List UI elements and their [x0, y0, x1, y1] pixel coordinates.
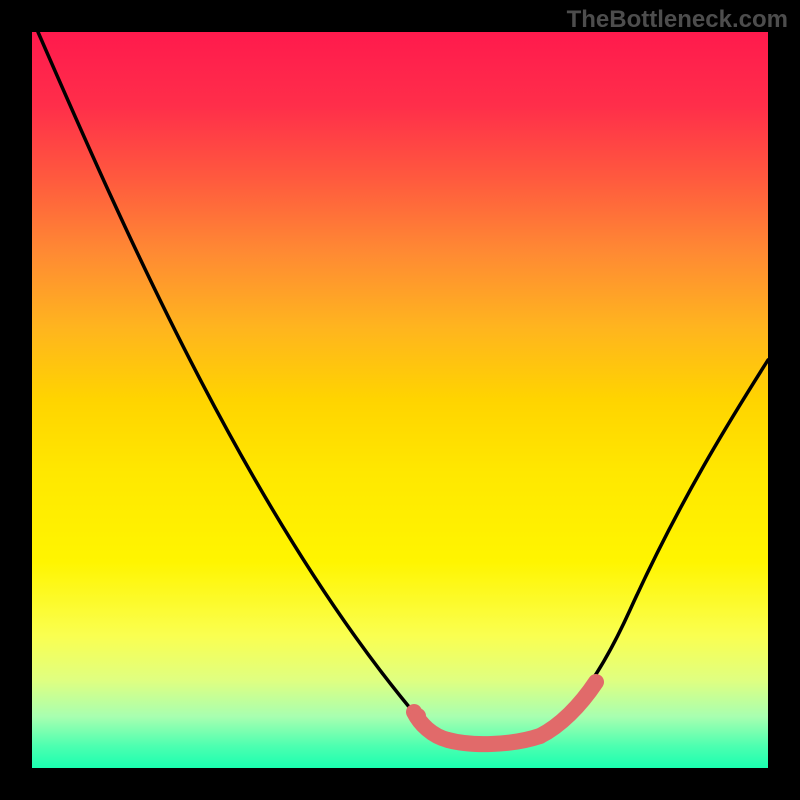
chart-canvas: TheBottleneck.com — [0, 0, 800, 800]
chart-svg — [0, 0, 800, 800]
highlight-segment — [448, 736, 540, 744]
plot-background — [32, 32, 768, 768]
highlight-dot — [410, 708, 426, 724]
attribution-label: TheBottleneck.com — [567, 6, 788, 34]
